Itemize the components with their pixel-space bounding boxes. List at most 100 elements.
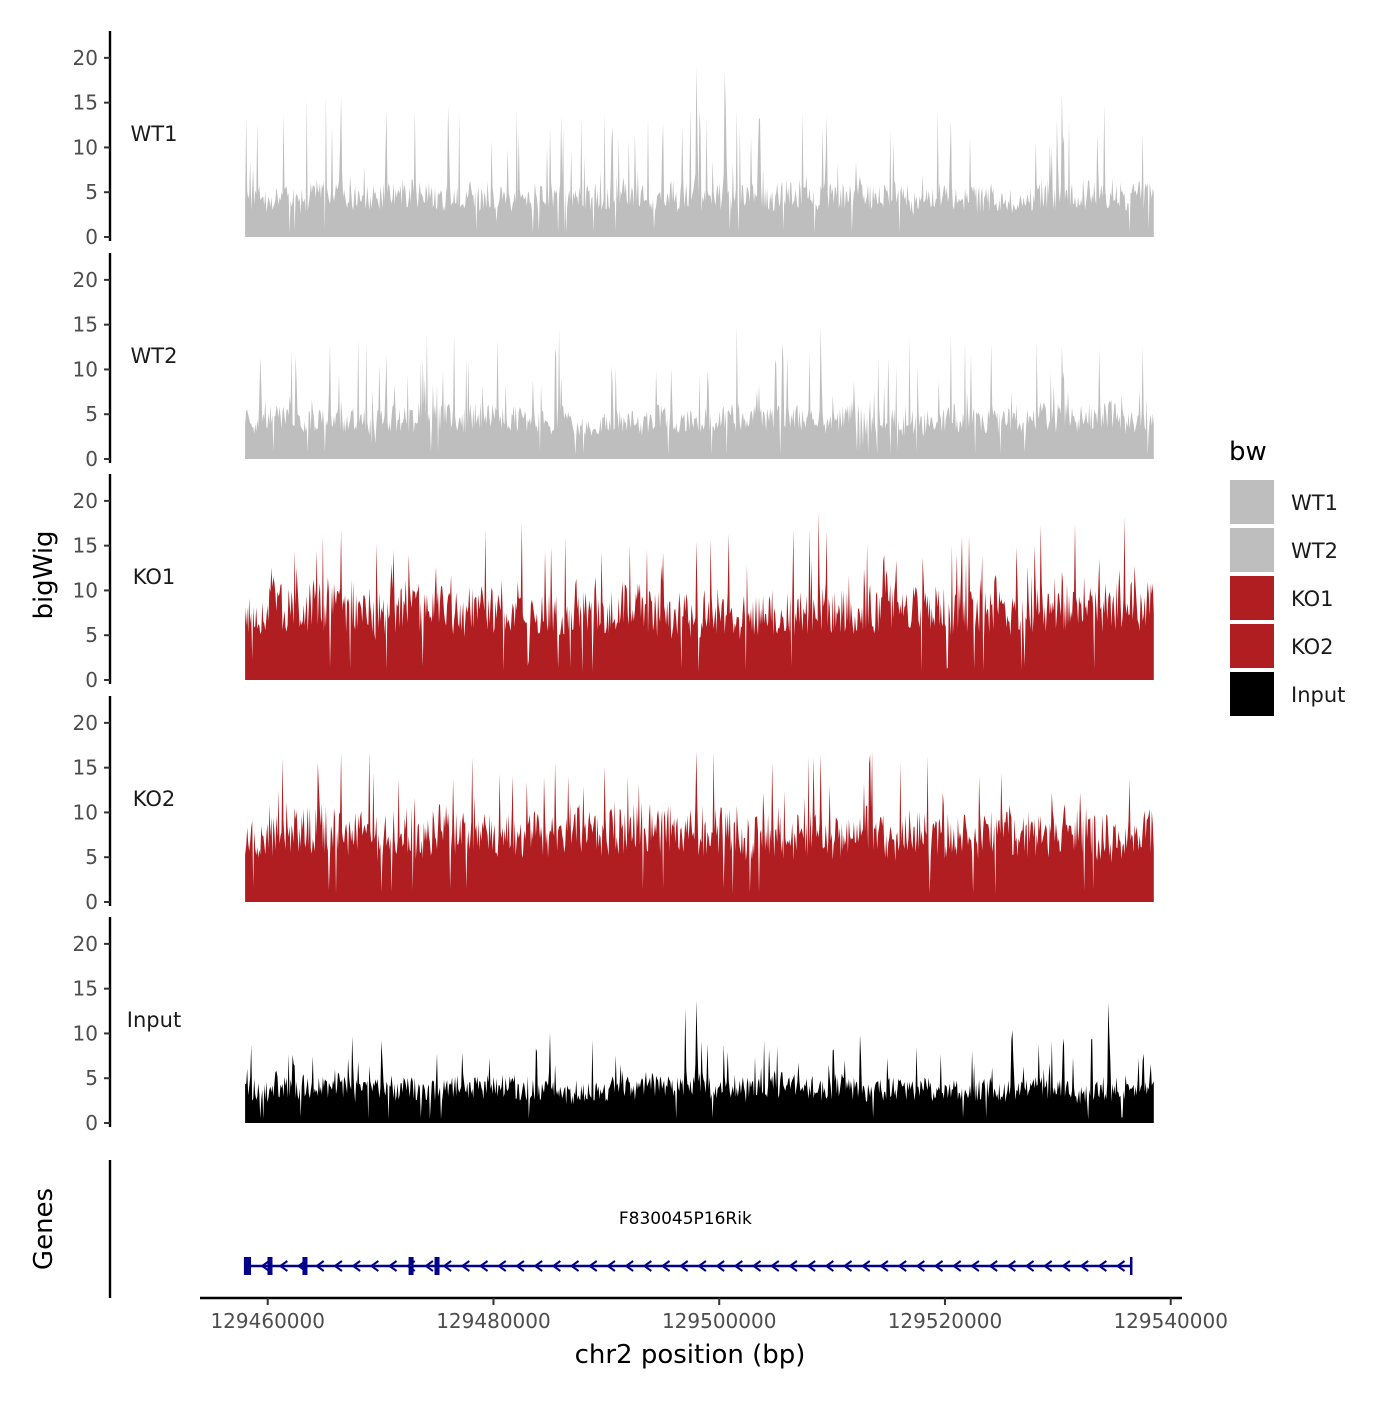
strand-arrow	[278, 1260, 288, 1272]
track-label: KO2	[133, 787, 176, 811]
strand-arrow	[442, 1260, 452, 1272]
exon	[302, 1257, 308, 1275]
gene-label: F830045P16Rik	[619, 1209, 752, 1229]
strand-arrow	[788, 1260, 798, 1272]
strand-arrow	[897, 1260, 907, 1272]
y-tick-label: 20	[73, 711, 98, 735]
strand-arrow	[369, 1260, 379, 1272]
y-tick-label: 10	[73, 135, 98, 159]
y-tick-label: 5	[85, 402, 98, 426]
y-tick-label: 15	[73, 313, 98, 337]
strand-arrow	[424, 1260, 434, 1272]
x-tick-label: 129500000	[662, 1309, 777, 1333]
y-tick-label: 0	[85, 668, 98, 692]
track-label: WT1	[131, 122, 178, 146]
x-axis-title: chr2 position (bp)	[575, 1340, 806, 1370]
legend-label: Input	[1291, 683, 1345, 707]
strand-arrow	[1043, 1260, 1053, 1272]
x-tick-label: 129520000	[888, 1309, 1003, 1333]
strand-arrow	[588, 1260, 598, 1272]
signal-area-ko2	[245, 751, 1154, 902]
y-tick-label: 20	[73, 46, 98, 70]
strand-arrow	[970, 1260, 980, 1272]
y-tick-label: 5	[85, 180, 98, 204]
strand-arrow	[770, 1260, 780, 1272]
legend-swatch	[1230, 624, 1274, 668]
legend-label: KO2	[1291, 635, 1334, 659]
strand-arrow	[988, 1260, 998, 1272]
strand-arrow	[351, 1260, 361, 1272]
genes-panel: F830045P16Rik	[108, 1160, 1133, 1298]
y-tick-label: 10	[73, 800, 98, 824]
strand-arrow	[315, 1260, 325, 1272]
y-tick-label: 15	[73, 534, 98, 558]
legend-entry-ko1: KO1	[1230, 576, 1334, 620]
y-tick-label: 10	[73, 1021, 98, 1045]
legend-label: WT2	[1291, 539, 1338, 563]
strand-arrow	[915, 1260, 925, 1272]
y-tick-label: 20	[73, 268, 98, 292]
track-input: 0 5 10 15 20 Input	[73, 917, 1154, 1135]
legend-entry-wt2: WT2	[1230, 528, 1338, 572]
genes-axis-title: Genes	[29, 1188, 59, 1270]
exon	[408, 1257, 414, 1275]
strand-arrow	[497, 1260, 507, 1272]
legend-title: bw	[1229, 437, 1267, 467]
strand-arrow	[1006, 1260, 1016, 1272]
strand-arrow	[1024, 1260, 1035, 1272]
strand-arrow	[260, 1260, 270, 1272]
signal-tracks: 0 5 10 15 20 WT1 0 5 10 15 20 WT2 0 5 10 15 20 KO1 0 5 10 15 2…	[73, 31, 1154, 1135]
strand-arrow	[751, 1260, 762, 1272]
legend-swatch	[1230, 672, 1274, 716]
legend-entry-input: Input	[1230, 672, 1345, 716]
y-tick-label: 0	[85, 1111, 98, 1135]
strand-arrow	[933, 1260, 944, 1272]
strand-arrow	[733, 1260, 743, 1272]
y-tick-label: 20	[73, 932, 98, 956]
exon	[267, 1257, 273, 1275]
legend: bw WT1 WT2 KO1 KO2 Input	[1229, 437, 1345, 716]
strand-arrow	[333, 1260, 343, 1272]
strand-arrow	[533, 1260, 543, 1272]
legend-swatch	[1230, 528, 1274, 572]
track-label: KO1	[133, 565, 176, 589]
strand-arrow	[606, 1260, 616, 1272]
y-tick-label: 5	[85, 845, 98, 869]
exon	[434, 1257, 440, 1275]
track-ko2: 0 5 10 15 20 KO2	[73, 696, 1154, 914]
strand-arrow	[842, 1260, 853, 1272]
x-tick-label: 129460000	[210, 1309, 325, 1333]
strand-arrow	[679, 1260, 689, 1272]
legend-entry-ko2: KO2	[1230, 624, 1334, 668]
y-tick-label: 10	[73, 578, 98, 602]
track-label: Input	[127, 1008, 181, 1032]
strand-arrow	[1061, 1260, 1071, 1272]
strand-arrow	[824, 1260, 834, 1272]
exon	[246, 1257, 252, 1275]
y-tick-label: 5	[85, 623, 98, 647]
y-tick-label: 10	[73, 357, 98, 381]
strand-arrow	[1097, 1260, 1107, 1272]
legend-swatch	[1230, 576, 1274, 620]
strand-arrow	[460, 1260, 470, 1272]
y-tick-label: 15	[73, 91, 98, 115]
legend-label: WT1	[1291, 491, 1338, 515]
y-tick-label: 15	[73, 977, 98, 1001]
strand-arrow	[697, 1260, 707, 1272]
strand-arrow	[624, 1260, 634, 1272]
legend-entry-wt1: WT1	[1230, 480, 1338, 524]
y-tick-label: 5	[85, 1066, 98, 1090]
track-ko1: 0 5 10 15 20 KO1	[73, 474, 1154, 692]
signal-area-ko1	[245, 512, 1154, 680]
legend-label: KO1	[1291, 587, 1334, 611]
strand-arrow	[806, 1260, 816, 1272]
y-tick-label: 15	[73, 756, 98, 780]
x-axis: 129460000 129480000 129500000 129520000 1295…	[200, 1296, 1228, 1333]
signal-area-wt2	[245, 325, 1154, 459]
x-tick-label: 129480000	[436, 1309, 551, 1333]
strand-arrow	[569, 1260, 580, 1272]
strand-arrow	[1079, 1260, 1089, 1272]
strand-arrow	[387, 1260, 398, 1272]
